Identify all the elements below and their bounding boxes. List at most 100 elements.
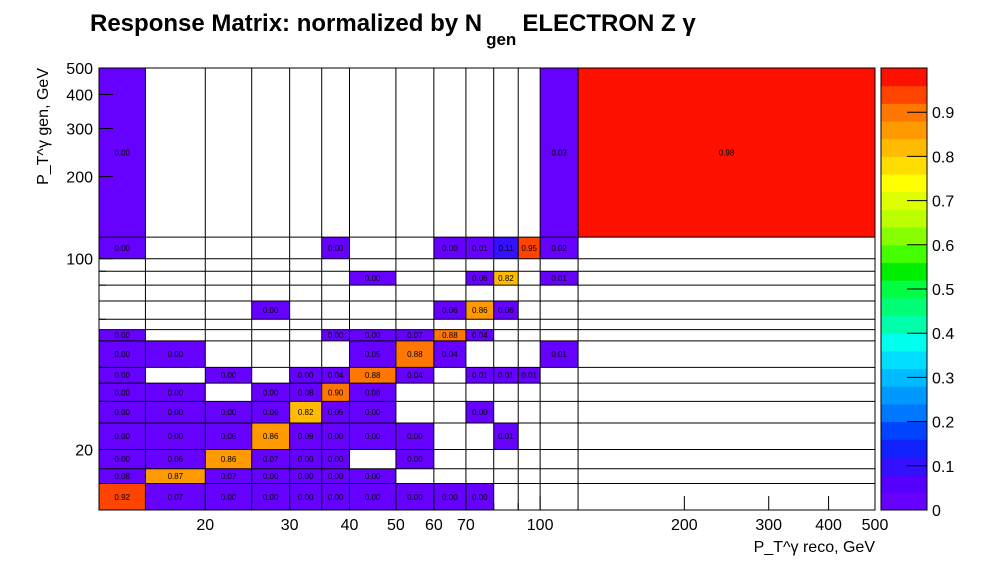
cell-value-label: 0.04 bbox=[472, 331, 488, 340]
heatmap-cell bbox=[251, 468, 290, 484]
cell-value-label: 0.06 bbox=[221, 432, 237, 441]
heatmap-cell bbox=[321, 383, 350, 402]
heatmap-cell bbox=[465, 301, 494, 320]
cell-value-label: 0.01 bbox=[498, 371, 514, 380]
y-tick-label: 300 bbox=[66, 122, 93, 139]
x-tick-label: 30 bbox=[281, 517, 299, 534]
cell-value-label: 0.06 bbox=[263, 408, 279, 417]
cell-value-label: 0.00 bbox=[114, 149, 130, 158]
cell-value-label: 0.00 bbox=[328, 472, 344, 481]
heatmap-cell bbox=[433, 329, 466, 341]
y-axis-label: P_T^γ gen, GeV bbox=[35, 68, 52, 185]
heatmap-cell bbox=[145, 340, 206, 368]
cell-labels-layer: 0.92 0.07 0.00 0.00 0.00 0.00 0.00 0.00 0.00 0.00… bbox=[114, 149, 734, 502]
cell-value-label: 0.00 bbox=[328, 331, 344, 340]
colorbar-segment bbox=[881, 315, 927, 334]
cell-value-label: 0.00 bbox=[365, 472, 381, 481]
heatmap-cell bbox=[395, 423, 434, 450]
heatmap-cell bbox=[395, 340, 434, 368]
heatmap-cell bbox=[465, 483, 494, 510]
cell-value-label: 0.09 bbox=[298, 432, 314, 441]
heatmap-cell bbox=[205, 367, 252, 384]
colorbar-segment bbox=[881, 85, 927, 104]
colorbar-segment bbox=[881, 439, 927, 458]
cell-value-label: 0.00 bbox=[168, 388, 184, 397]
heatmap-cell bbox=[395, 483, 434, 510]
heatmap-cell bbox=[465, 271, 494, 286]
cell-value-label: 0.00 bbox=[168, 408, 184, 417]
colorbar-segment bbox=[881, 68, 927, 87]
heatmap-cell bbox=[289, 483, 322, 510]
cell-value-label: 0.06 bbox=[168, 455, 184, 464]
heatmap-cell bbox=[289, 449, 322, 469]
heatmap-cell bbox=[251, 383, 290, 402]
heatmap-cell bbox=[251, 483, 290, 510]
cell-value-label: 0.00 bbox=[263, 493, 279, 502]
heatmap-cell bbox=[251, 301, 290, 320]
colorbar-segment bbox=[881, 174, 927, 193]
colorbar-segment bbox=[881, 209, 927, 228]
colorbar-segment bbox=[881, 103, 927, 122]
cell-value-label: 0.00 bbox=[114, 244, 130, 253]
cell-value-label: 0.03 bbox=[551, 149, 567, 158]
cell-value-label: 0.00 bbox=[221, 408, 237, 417]
cell-value-label: 0.05 bbox=[328, 408, 344, 417]
heatmap-cell bbox=[99, 237, 146, 259]
cell-value-label: 0.00 bbox=[221, 371, 237, 380]
y-tick-label: 200 bbox=[66, 170, 93, 187]
cell-value-label: 0.86 bbox=[221, 455, 237, 464]
heatmap-cell bbox=[578, 68, 875, 238]
chart-title-sub: gen bbox=[486, 30, 517, 49]
cell-value-label: 0.05 bbox=[365, 350, 381, 359]
colorbar-segment bbox=[881, 121, 927, 140]
heatmap-cell bbox=[493, 423, 519, 450]
cell-value-label: 0.04 bbox=[328, 371, 344, 380]
cell-value-label: 0.00 bbox=[365, 274, 381, 283]
heatmap-cell bbox=[433, 237, 466, 259]
heatmap-cell bbox=[289, 468, 322, 484]
cell-value-label: 0.00 bbox=[263, 388, 279, 397]
cell-value-label: 0.86 bbox=[472, 306, 488, 315]
cell-value-label: 0.00 bbox=[442, 244, 458, 253]
cell-value-label: 0.04 bbox=[442, 350, 458, 359]
heatmap-cell bbox=[99, 367, 146, 384]
heatmap-cell bbox=[321, 483, 350, 510]
colorbar-segment bbox=[881, 244, 927, 263]
heatmap-cell bbox=[205, 468, 252, 484]
heatmap-cell bbox=[395, 449, 434, 469]
heatmap-cell bbox=[349, 271, 396, 286]
cell-value-label: 0.00 bbox=[328, 493, 344, 502]
plot-frame bbox=[98, 67, 876, 511]
heatmap-cell bbox=[395, 329, 434, 341]
x-tick-label: 200 bbox=[671, 517, 698, 534]
colorbar-segment bbox=[881, 138, 927, 157]
cell-value-label: 0.01 bbox=[472, 371, 488, 380]
cell-value-label: 0.01 bbox=[472, 244, 488, 253]
heatmap-cell bbox=[493, 237, 519, 259]
cell-value-label: 0.08 bbox=[298, 388, 314, 397]
heatmap-cell bbox=[99, 423, 146, 450]
cell-value-label: 0.00 bbox=[114, 432, 130, 441]
cell-value-label: 0.02 bbox=[551, 244, 567, 253]
cell-value-label: 0.00 bbox=[442, 493, 458, 502]
heatmap-cell bbox=[321, 423, 350, 450]
cell-value-label: 0.01 bbox=[551, 350, 567, 359]
colorbar-tick-label: 0.8 bbox=[932, 149, 954, 166]
cell-value-label: 0.88 bbox=[442, 331, 458, 340]
heatmap-cell bbox=[145, 449, 206, 469]
colorbar-segment bbox=[881, 403, 927, 423]
colorbar-tick-label: 0.1 bbox=[932, 459, 954, 476]
heatmap-cell bbox=[321, 329, 350, 341]
cell-value-label: 0.90 bbox=[328, 388, 344, 397]
x-tick-label: 300 bbox=[755, 517, 782, 534]
cell-value-label: 0.00 bbox=[114, 388, 130, 397]
cell-value-label: 0.00 bbox=[407, 455, 423, 464]
heatmap-cell bbox=[465, 237, 494, 259]
cell-value-label: 0.82 bbox=[498, 274, 514, 283]
x-tick-label: 50 bbox=[387, 517, 405, 534]
heatmap-cell bbox=[518, 237, 541, 259]
y-tick-label: 20 bbox=[75, 442, 93, 459]
heatmap-cell bbox=[205, 401, 252, 424]
chart-title-suffix: ELECTRON Z γ bbox=[522, 10, 696, 37]
heatmap-cell bbox=[465, 367, 494, 384]
